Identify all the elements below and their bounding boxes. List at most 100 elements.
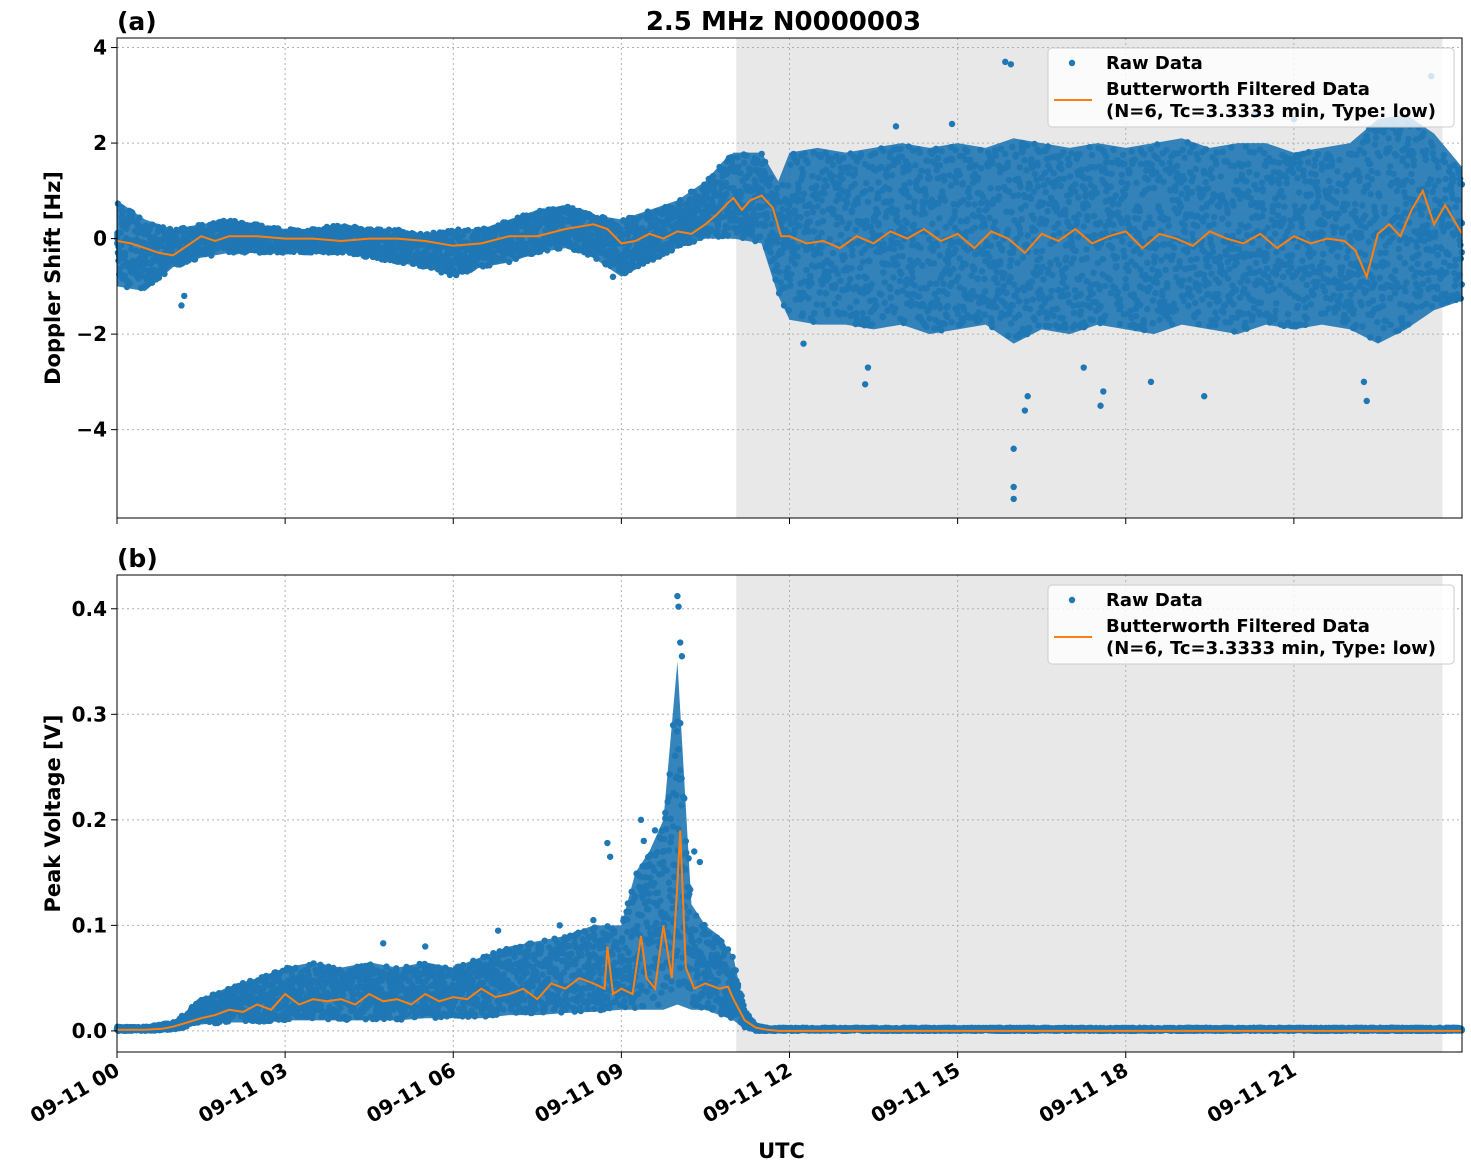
raw-data-point — [1195, 281, 1203, 289]
raw-data-point — [793, 157, 801, 164]
raw-data-point — [916, 293, 923, 300]
raw-data-point — [1035, 322, 1042, 329]
raw-data-point — [951, 208, 958, 215]
raw-data-point — [1401, 260, 1408, 267]
raw-data-point — [1298, 224, 1306, 231]
raw-data-point — [756, 233, 764, 240]
raw-data-point — [1393, 152, 1400, 159]
raw-data-point — [921, 210, 929, 217]
raw-data-point — [851, 180, 858, 188]
raw-data-point — [1284, 311, 1292, 318]
raw-data-point — [1049, 271, 1056, 279]
raw-data-point — [989, 323, 996, 331]
raw-data-point — [810, 318, 817, 325]
raw-data-point — [916, 173, 924, 181]
raw-data-point — [837, 231, 845, 239]
raw-data-point — [1311, 162, 1318, 169]
raw-data-point — [863, 274, 870, 281]
raw-data-point — [818, 243, 826, 251]
raw-data-point — [1300, 203, 1308, 211]
raw-data-point — [121, 272, 128, 279]
raw-data-point — [922, 192, 929, 199]
raw-data-point — [1275, 159, 1283, 166]
raw-data-point — [826, 236, 834, 243]
raw-data-point — [1215, 297, 1223, 305]
raw-data-point — [1062, 324, 1069, 331]
raw-data-point — [1097, 219, 1104, 226]
raw-data-point — [1120, 247, 1127, 255]
raw-data-point — [723, 190, 730, 198]
raw-data-point — [735, 163, 742, 170]
raw-data-point — [819, 217, 827, 225]
raw-data-point — [1027, 195, 1035, 202]
raw-data-point — [944, 260, 952, 268]
raw-data-point — [455, 227, 462, 234]
raw-data-point — [888, 197, 895, 205]
raw-data-point — [1207, 166, 1215, 173]
raw-data-point — [777, 279, 784, 286]
raw-data-point — [929, 247, 937, 254]
raw-data-point — [906, 164, 913, 171]
raw-data-point — [1106, 276, 1114, 283]
raw-data-point — [1302, 264, 1309, 272]
raw-data-point — [767, 175, 774, 182]
raw-data-point — [1184, 139, 1191, 146]
raw-data-point — [1016, 164, 1023, 171]
raw-data-point — [472, 262, 480, 269]
raw-data-point — [1339, 264, 1346, 271]
raw-data-point — [1146, 214, 1153, 221]
raw-data-point — [1048, 287, 1055, 294]
raw-data-point — [743, 152, 750, 159]
raw-data-point — [940, 280, 947, 288]
raw-data-point — [1083, 255, 1090, 262]
raw-data-point — [926, 174, 933, 181]
raw-data-point — [906, 179, 913, 186]
raw-data-point — [1336, 300, 1343, 307]
raw-data-point — [837, 277, 844, 284]
raw-data-point — [1219, 148, 1227, 156]
raw-data-point — [1113, 254, 1121, 261]
raw-data-point — [903, 219, 911, 227]
raw-data-point — [1344, 223, 1351, 230]
raw-data-point — [867, 223, 875, 230]
raw-data-point — [1205, 280, 1212, 287]
raw-data-point — [1226, 265, 1233, 273]
raw-data-point — [1034, 183, 1042, 190]
raw-data-point — [1016, 225, 1023, 232]
raw-data-point — [1380, 129, 1388, 136]
raw-data-point — [1398, 215, 1405, 222]
raw-data-point — [1136, 207, 1144, 215]
raw-data-point — [974, 275, 981, 282]
raw-data-point — [1326, 266, 1333, 273]
raw-data-point — [957, 218, 965, 225]
raw-data-point — [1212, 321, 1219, 329]
raw-data-point — [1195, 287, 1203, 294]
raw-data-point — [1017, 183, 1024, 190]
raw-data-point — [1210, 213, 1218, 221]
raw-data-point — [1253, 171, 1260, 178]
raw-data-point — [1271, 316, 1278, 323]
raw-data-point — [1372, 134, 1380, 141]
raw-data-point — [1028, 156, 1035, 163]
raw-data-point — [1030, 188, 1038, 195]
raw-data-point — [981, 311, 988, 318]
raw-data-point — [1265, 273, 1272, 281]
raw-data-point — [839, 218, 846, 226]
raw-data-point — [1009, 302, 1016, 309]
raw-data-point — [1039, 247, 1046, 255]
raw-data-point — [763, 215, 771, 222]
raw-data-point — [1058, 165, 1065, 173]
raw-data-point — [1332, 224, 1340, 231]
raw-data-point — [1088, 151, 1096, 159]
raw-data-point — [1173, 162, 1181, 170]
raw-data-point — [1314, 199, 1321, 206]
raw-data-point — [1319, 204, 1326, 211]
raw-data-point — [1063, 284, 1070, 291]
raw-data-point — [911, 209, 919, 216]
raw-data-point — [948, 156, 956, 164]
raw-data-point — [1200, 170, 1208, 177]
raw-data-point — [808, 280, 815, 287]
raw-data-point — [1078, 272, 1086, 279]
raw-data-point — [677, 197, 684, 204]
raw-data-point — [1154, 141, 1161, 148]
